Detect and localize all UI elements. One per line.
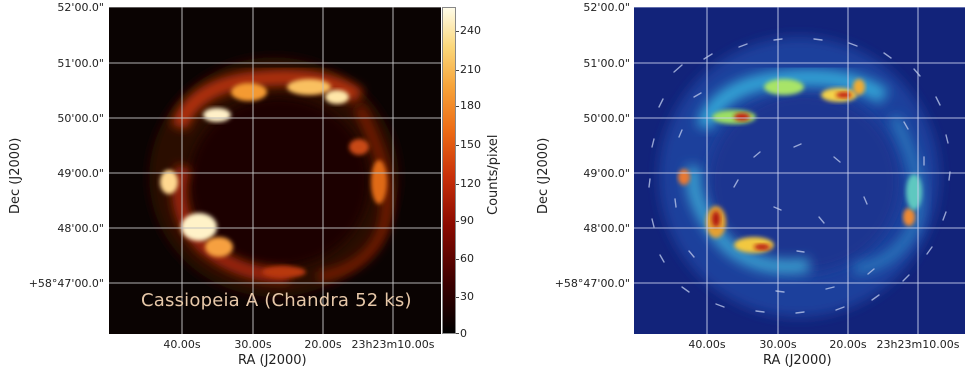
left-ytick: 52'00.0" (57, 1, 104, 14)
left-ytick: +58°47'00.0" (28, 277, 104, 290)
colorbar-tick: 120 (460, 177, 481, 190)
right-ytick: 48'00.0" (583, 222, 630, 235)
cassiopeia-polarization-map (634, 7, 965, 334)
left-xtick: 30.00s (234, 338, 272, 351)
colorbar-tick: 0 (460, 327, 467, 340)
right-xtick: 20.00s (829, 338, 867, 351)
left-xtick: 40.00s (163, 338, 201, 351)
colorbar-tick: 150 (460, 138, 481, 151)
left-xtick: 23h23m10.00s (351, 338, 435, 351)
right-ytick: 51'00.0" (583, 57, 630, 70)
colorbar-label: Counts/pixel (486, 134, 501, 215)
colorbar-tick: 60 (460, 252, 474, 265)
left-ytick: 48'00.0" (57, 222, 104, 235)
right-y-axis-label: Dec (J2000) (536, 137, 551, 214)
left-x-axis-label: RA (J2000) (238, 353, 307, 368)
right-ytick: 49'00.0" (583, 167, 630, 180)
colorbar-tick: 210 (460, 63, 481, 76)
left-ytick: 51'00.0" (57, 57, 104, 70)
left-ytick: 50'00.0" (57, 112, 104, 125)
cassiopeia-xray-image (109, 7, 441, 334)
right-ytick: +58°47'00.0" (554, 277, 630, 290)
left-y-axis-label: Dec (J2000) (8, 137, 23, 214)
colorbar-tick: 30 (460, 290, 474, 303)
right-x-axis-label: RA (J2000) (763, 353, 832, 368)
left-xtick: 20.00s (304, 338, 342, 351)
image-caption: Cassiopeia A (Chandra 52 ks) (141, 290, 412, 311)
left-ytick: 49'00.0" (57, 167, 104, 180)
right-ytick: 52'00.0" (583, 1, 630, 14)
right-image-panel (634, 7, 965, 334)
right-xtick: 23h23m10.00s (876, 338, 960, 351)
colorbar (442, 7, 456, 334)
left-image-panel: Cassiopeia A (Chandra 52 ks) (109, 7, 441, 334)
right-ytick: 50'00.0" (583, 112, 630, 125)
colorbar-tick: 240 (460, 24, 481, 37)
colorbar-tick: 90 (460, 214, 474, 227)
colorbar-tick: 180 (460, 99, 481, 112)
right-xtick: 40.00s (688, 338, 726, 351)
right-xtick: 30.00s (759, 338, 797, 351)
